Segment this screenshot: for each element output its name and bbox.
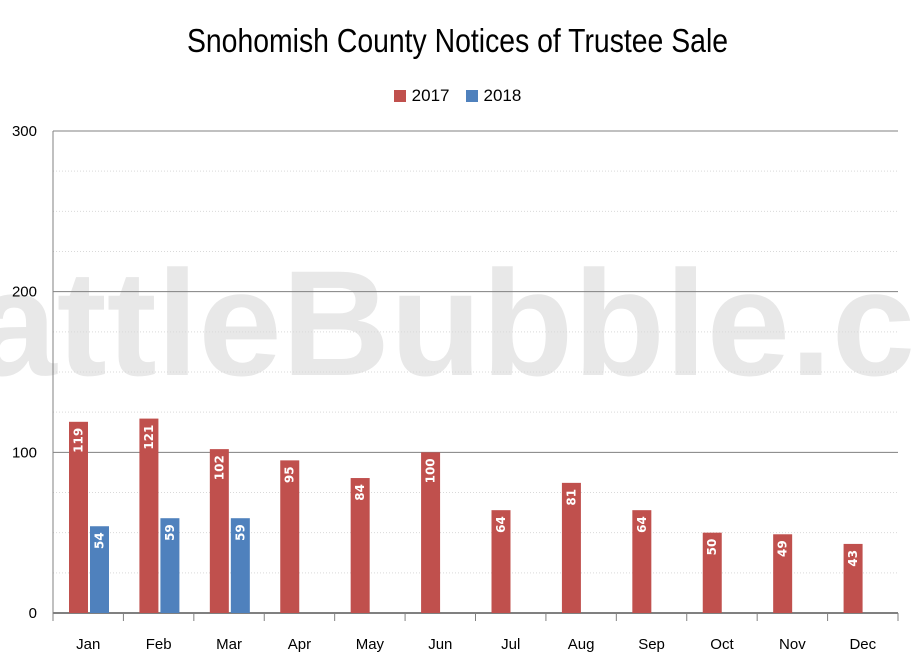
legend-swatch-2018: [465, 90, 478, 102]
legend-label-2018: 2018: [483, 86, 522, 105]
data-label: 64: [494, 516, 508, 533]
legend: 2017 2018: [0, 86, 915, 106]
data-label: 121: [142, 425, 156, 450]
watermark-text: SeattleBubble.com: [0, 239, 915, 407]
data-label: 59: [163, 524, 177, 541]
x-tick-label: Jan: [76, 636, 100, 653]
y-tick-label: 100: [12, 444, 37, 461]
bar-2017-Aug: [561, 482, 581, 613]
x-tick-label: May: [356, 636, 385, 653]
data-label: 59: [233, 524, 247, 541]
bar-2017-Jul: [491, 510, 511, 613]
bar-2017-May: [350, 478, 370, 613]
bar-2017-Nov: [773, 534, 793, 613]
chart-title: Snohomish County Notices of Trustee Sale: [186, 22, 729, 59]
legend-label-2017: 2017: [411, 86, 450, 105]
legend-swatch-2017: [393, 90, 406, 102]
bar-2017-Jun: [421, 452, 441, 613]
data-label: 64: [635, 516, 649, 533]
data-label: 54: [93, 532, 107, 549]
bars-group: 119 54 121 59 102 59 95 84 100 64 81 64 50 49 43: [69, 418, 863, 613]
x-tick-label: Oct: [710, 636, 734, 653]
bar-2018-Mar: [230, 518, 250, 613]
data-label: 100: [424, 458, 438, 483]
bar-2018-Jan: [90, 526, 109, 613]
data-label: 102: [212, 455, 226, 480]
x-tick-label: Jul: [501, 636, 520, 653]
x-tick-label: Jun: [428, 636, 452, 653]
x-tick-label: Nov: [779, 636, 806, 653]
x-tick-label: Dec: [849, 636, 876, 653]
x-tick-label: Mar: [216, 636, 242, 653]
bar-2017-Oct: [702, 532, 722, 613]
x-tick-label: Apr: [288, 636, 311, 653]
x-tick-label: Sep: [638, 636, 665, 653]
bar-2017-Sep: [632, 510, 652, 613]
axes-group: 0 100 200 300 Jan Feb Mar Apr May Jun Jul Aug Sep Oct…: [12, 123, 899, 653]
legend-item-2017: 2017: [393, 86, 450, 106]
y-tick-label: 200: [12, 284, 37, 301]
data-label: 84: [353, 484, 367, 501]
data-label: 43: [846, 550, 860, 567]
legend-item-2018: 2018: [465, 86, 522, 106]
y-tick-label: 300: [12, 123, 37, 140]
data-label: 95: [283, 466, 297, 483]
bar-2017-Feb: [139, 418, 159, 613]
y-tick-label: 0: [29, 605, 37, 622]
data-label: 49: [776, 540, 790, 557]
bar-2017-Jan: [69, 421, 88, 613]
x-tick-label: Feb: [146, 636, 172, 653]
data-label: 50: [705, 539, 719, 556]
data-label: 119: [72, 428, 86, 453]
bar-2017-Mar: [209, 449, 229, 613]
bar-2017-Dec: [843, 543, 863, 613]
data-label: 81: [564, 489, 578, 506]
bar-2017-Apr: [280, 460, 300, 613]
x-tick-label: Aug: [568, 636, 595, 653]
bar-2018-Feb: [160, 518, 180, 613]
